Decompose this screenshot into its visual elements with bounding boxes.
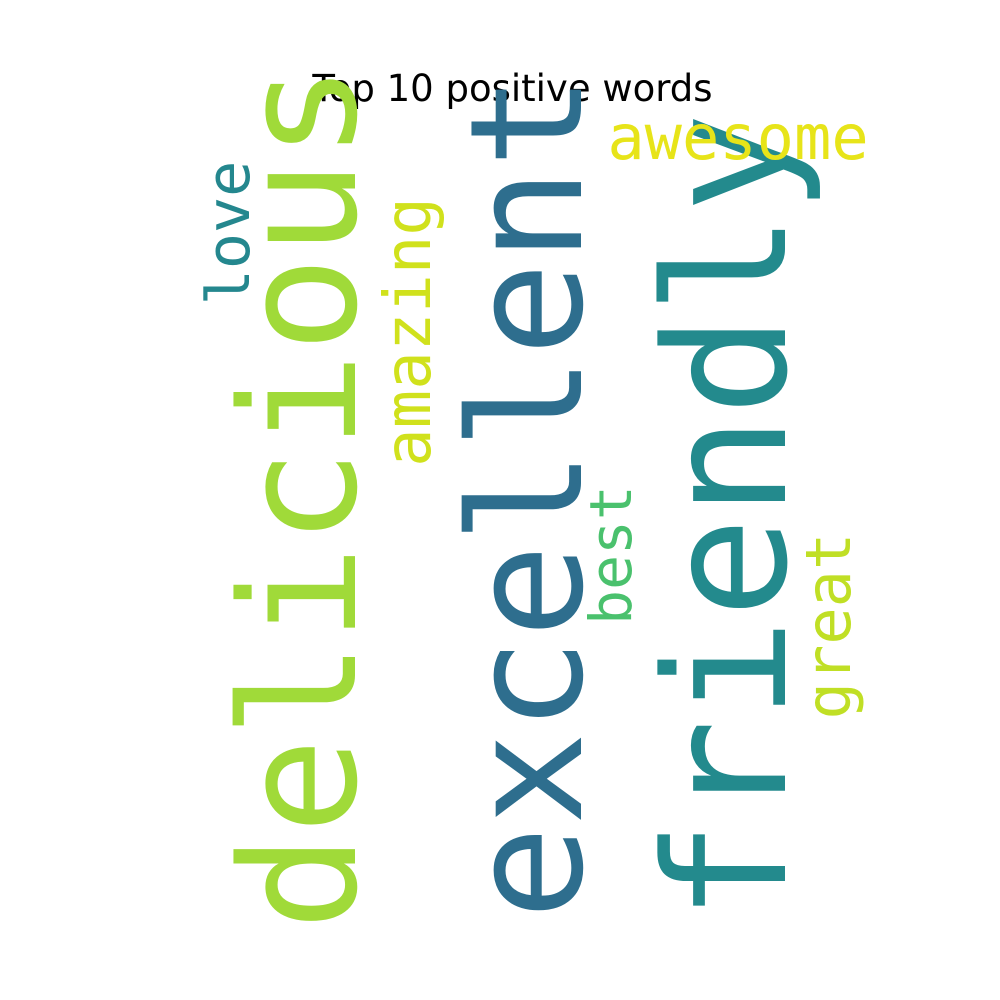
word-great: great bbox=[792, 532, 865, 720]
word-awesome: awesome bbox=[607, 101, 869, 174]
chart-title: Top 10 positive words bbox=[312, 67, 713, 110]
word-love: love bbox=[194, 160, 264, 306]
word-friendly: friendly bbox=[629, 112, 825, 922]
word-amazing: amazing bbox=[372, 197, 446, 467]
word-best: best bbox=[577, 485, 645, 625]
